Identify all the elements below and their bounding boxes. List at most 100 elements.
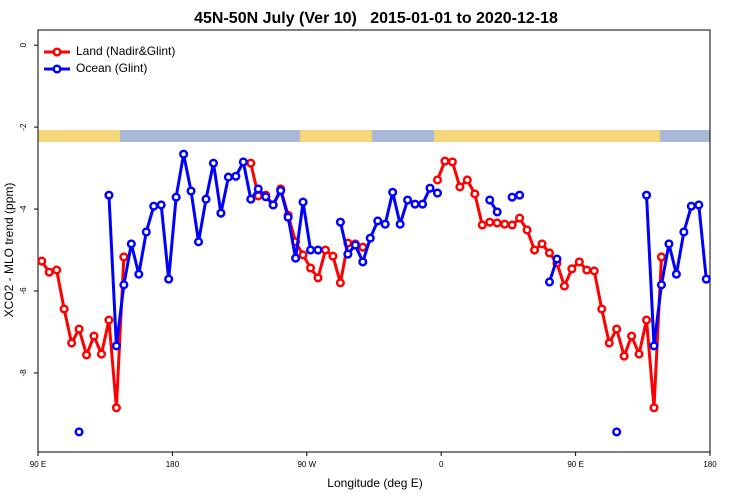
data-point [238,157,248,167]
data-point [380,219,390,229]
data-point [52,265,62,275]
data-point [171,192,181,202]
data-point [425,183,435,193]
data-point [507,220,517,230]
chart-title: 45N-50N July (Ver 10) 2015-01-01 to 2020… [194,10,558,27]
data-point [216,208,226,218]
data-point [559,281,569,291]
data-point [156,200,166,210]
data-point [589,266,599,276]
data-point [515,213,525,223]
data-point [664,239,674,249]
data-point [694,200,704,210]
data-point [567,264,577,274]
data-point [462,175,472,185]
data-point [149,201,159,211]
surface-strip [38,130,710,142]
data-point [432,188,443,198]
legend-marker [52,47,62,57]
data-point [141,227,151,237]
y-axis-label: XCO2 - MLO trend (ppm) [2,183,16,318]
ocean-band [120,130,300,142]
data-point [410,199,420,209]
data-point [656,280,667,290]
data-point [111,403,121,413]
data-point [81,350,92,360]
data-point [37,256,47,266]
y-tick-label: -4 [19,205,28,213]
legend-label: Ocean (Glint) [76,61,147,75]
data-point [179,149,189,159]
data-point [649,403,659,413]
data-point [231,171,241,181]
data-point [74,427,84,437]
series-line [107,152,708,348]
data-point [373,216,383,226]
data-point [291,253,301,263]
data-point [104,315,114,325]
data-point [320,245,331,255]
data-point [537,239,547,249]
data-point [164,274,174,284]
data-point [544,277,555,287]
data-point [335,278,345,288]
data-point [634,349,644,359]
data-point [74,324,84,334]
data-point [649,341,659,351]
y-tick-label: -6 [19,287,28,295]
data-point [298,197,308,207]
data-point [500,219,510,229]
data-point [358,242,368,252]
data-point [417,199,428,209]
data-point [67,338,77,348]
data-point [96,349,107,359]
data-point [59,304,69,314]
data-point [201,194,211,204]
x-tick-label: 180 [166,460,180,469]
data-point [455,182,465,192]
data-point [89,331,99,341]
data-point [485,217,495,227]
data-point [597,304,607,314]
x-tick-label: 90 E [567,460,583,469]
data-point [126,239,136,249]
data-point [298,250,308,260]
data-point [246,158,256,168]
data-point [358,257,368,267]
data-point [544,248,555,258]
data-point [582,265,592,275]
data-point [574,257,584,267]
data-point [612,427,622,437]
data-point [656,252,667,262]
data-point [552,254,562,264]
legend-label: Land (Nadir&Glint) [76,44,175,58]
data-point [604,338,614,348]
data-point [485,195,495,205]
data-point [679,227,689,237]
data-point [134,269,144,279]
data-point [119,280,129,290]
x-tick-label: 180 [703,460,717,469]
data-point [193,237,204,247]
data-point [365,233,375,243]
data-point [276,186,286,196]
data-point [619,351,629,361]
data-point [432,175,443,185]
x-axis-label: Longitude (deg E) [327,476,422,490]
data-point [335,217,345,227]
data-point [470,189,480,199]
data-point [268,200,278,210]
data-point [522,225,532,235]
data-point [246,194,256,204]
data-point [305,245,316,255]
plot-frame [37,29,711,453]
data-point [261,192,271,202]
y-tick-label: -8 [19,369,28,377]
data-point [253,184,263,194]
data-point [440,156,450,166]
data-point [395,219,405,229]
data-point [671,269,681,279]
y-tick-label: -2 [19,123,28,131]
ocean-band [660,130,710,142]
